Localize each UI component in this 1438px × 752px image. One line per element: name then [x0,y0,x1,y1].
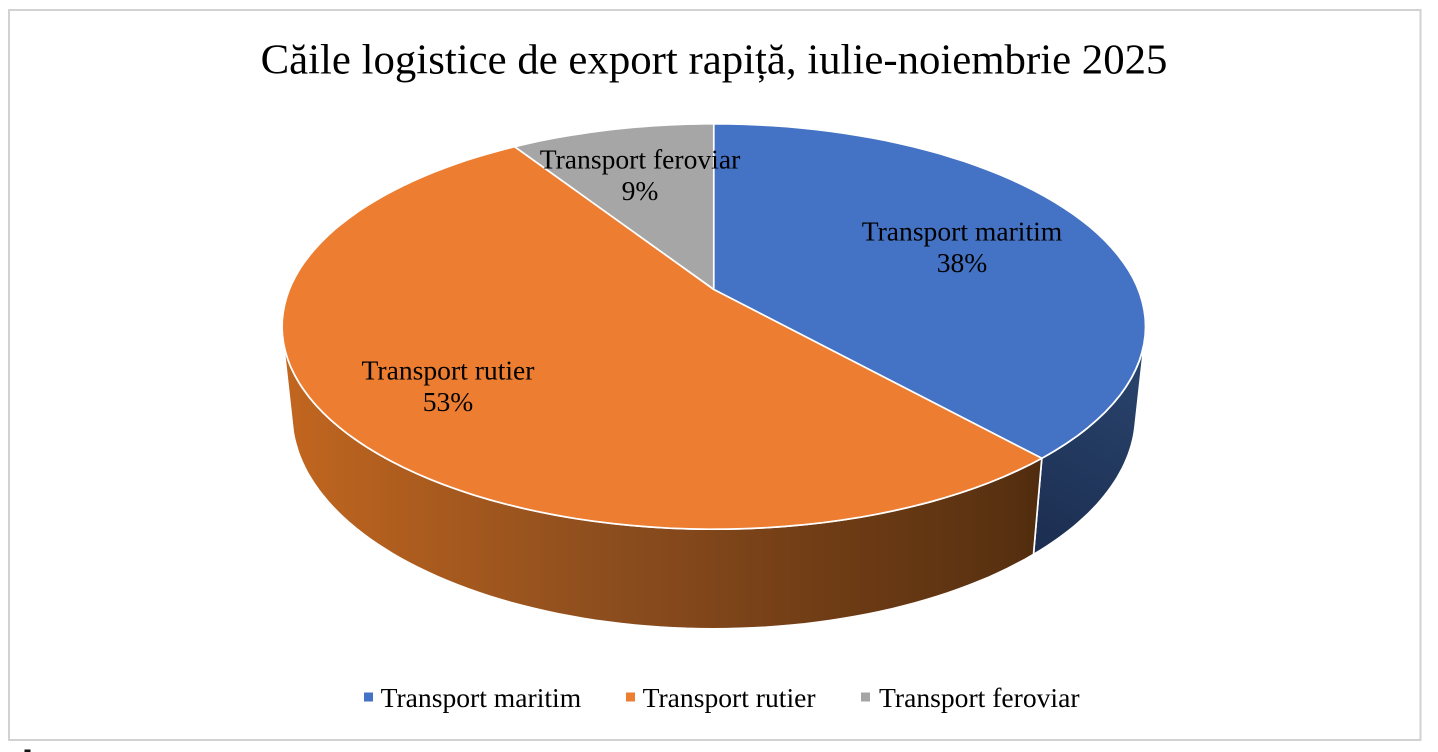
svg-text:Transport feroviar: Transport feroviar [879,682,1080,713]
svg-text:53%: 53% [423,386,474,417]
svg-text:Căile logistice de export rapi: Căile logistice de export rapiță, iulie-… [261,37,1168,84]
svg-text:9%: 9% [622,175,659,206]
svg-text:Transport rutier: Transport rutier [362,354,535,385]
svg-text:Transport maritim: Transport maritim [862,216,1063,247]
svg-text:Transport rutier: Transport rutier [643,682,816,713]
svg-text:Transport feroviar: Transport feroviar [540,144,741,175]
svg-text:38%: 38% [937,247,988,278]
svg-text:Transport maritim: Transport maritim [381,682,582,713]
